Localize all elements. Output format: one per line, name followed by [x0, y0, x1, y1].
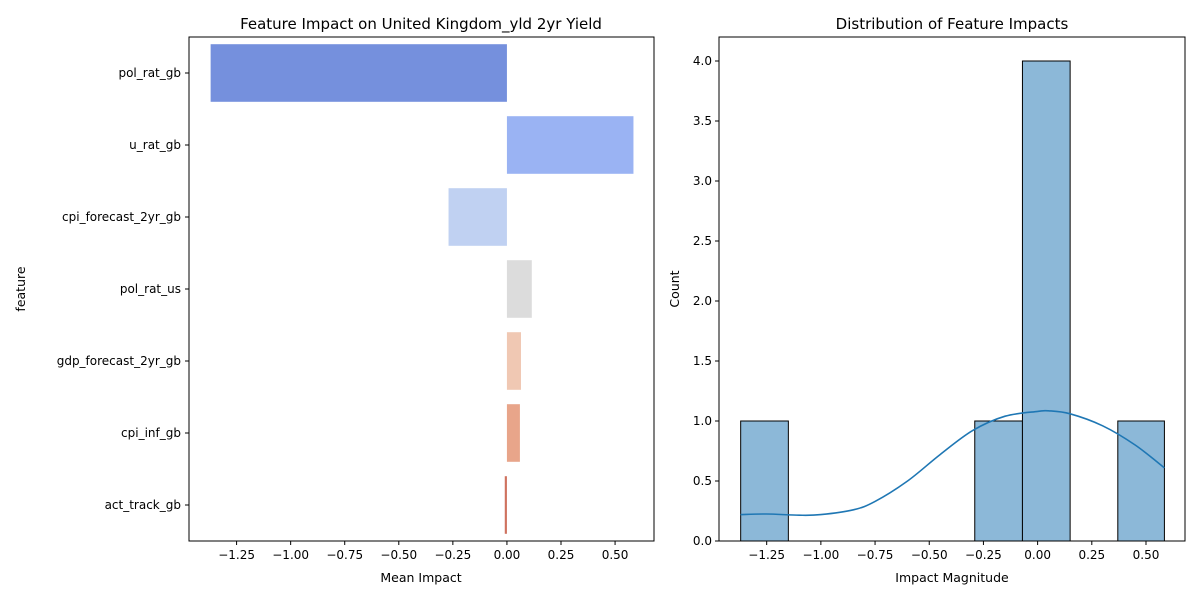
left-y-ticks: pol_rat_gb u_rat_gb cpi_forecast_2yr_gbpol…	[57, 66, 189, 512]
bar-cpi_inf_gb	[506, 404, 520, 462]
kde-curve	[740, 409, 1165, 517]
right-y-axis-label: Count	[667, 270, 682, 307]
right-y-tick-label: 1.0	[693, 414, 712, 428]
histogram-bar-0	[740, 420, 789, 542]
right-chart-title: Distribution of Feature Impacts	[836, 15, 1069, 33]
right-x-tick-label: −0.75	[857, 548, 894, 562]
bar-pol_rat_gb	[210, 44, 507, 102]
y-tick-label-u_rat_gb: u_rat_gb	[129, 138, 181, 152]
y-tick-label-cpi_inf_gb: cpi_inf_gb	[121, 426, 181, 440]
left-x-axis-label: Mean Impact	[380, 570, 461, 585]
histogram-bar-8	[1117, 420, 1165, 542]
left-x-tick-label: 0.25	[548, 548, 575, 562]
left-chart-title: Feature Impact on United Kingdom_yld 2yr…	[240, 15, 602, 34]
left-x-tick-label: −1.25	[218, 548, 255, 562]
right-x-tick-label: 0.25	[1078, 548, 1105, 562]
left-x-tick-label: −0.25	[434, 548, 471, 562]
feature-impact-chart: Feature Impact on United Kingdom_yld 2yr…	[13, 15, 655, 585]
left-plot-frame	[188, 36, 655, 542]
right-x-tick-label: −0.50	[911, 548, 948, 562]
bar-u_rat_gb	[506, 116, 634, 174]
left-x-tick-label: 0.00	[494, 548, 521, 562]
right-y-tick-label: 4.0	[693, 54, 712, 68]
left-x-tick-label: −0.50	[380, 548, 417, 562]
right-y-ticks: 0.0 0.5 1.0 1.5 2.0 2.5 3.0 3.5 4.0	[693, 54, 719, 548]
right-x-tick-label: 0.00	[1024, 548, 1051, 562]
left-x-tick-label: 0.50	[602, 548, 629, 562]
right-y-tick-label: 1.5	[693, 354, 712, 368]
right-y-tick-label: 3.0	[693, 174, 712, 188]
right-y-tick-label: 3.5	[693, 114, 712, 128]
left-x-tick-label: −1.00	[272, 548, 309, 562]
histogram-bars	[740, 60, 1165, 542]
right-y-tick-label: 2.5	[693, 234, 712, 248]
right-x-tick-label: 0.50	[1133, 548, 1160, 562]
left-x-tick-label: −0.75	[326, 548, 363, 562]
y-tick-label-pol_rat_gb: pol_rat_gb	[118, 66, 181, 80]
bar-pol_rat_us	[506, 260, 532, 318]
right-y-tick-label: 2.0	[693, 294, 712, 308]
bar-gdp_forecast_2yr_gb	[506, 332, 521, 390]
impact-distribution-chart: Distribution of Feature Impacts −1.25 −1.…	[667, 15, 1186, 585]
left-x-ticks: −1.25 −1.00 −0.75 −0.50 −0.25 0.00 0.25 0.50	[218, 541, 628, 562]
y-tick-label-cpi_forecast_2yr_gb: cpi_forecast_2yr_gb	[62, 210, 181, 224]
right-plot-frame	[718, 36, 1186, 542]
left-y-axis-label: feature	[13, 266, 28, 311]
bar-cpi_forecast_2yr_gb	[448, 188, 507, 246]
right-x-tick-label: −1.25	[748, 548, 785, 562]
right-x-ticks: −1.25 −1.00 −0.75 −0.50 −0.25 0.00 0.25 0.50	[748, 541, 1159, 562]
right-x-axis-label: Impact Magnitude	[895, 570, 1009, 585]
right-x-tick-label: −1.00	[802, 548, 839, 562]
right-y-tick-label: 0.0	[693, 534, 712, 548]
histogram-bar-6	[1021, 60, 1071, 542]
right-x-tick-label: −0.25	[965, 548, 1002, 562]
right-y-tick-label: 0.5	[693, 474, 712, 488]
y-tick-label-act_track_gb: act_track_gb	[105, 498, 181, 512]
histogram-bar-5	[974, 420, 1023, 542]
left-bars	[210, 44, 634, 534]
y-tick-label-gdp_forecast_2yr_gb: gdp_forecast_2yr_gb	[57, 354, 181, 368]
bar-act_track_gb	[504, 476, 507, 534]
y-tick-label-pol_rat_us: pol_rat_us	[120, 282, 181, 296]
